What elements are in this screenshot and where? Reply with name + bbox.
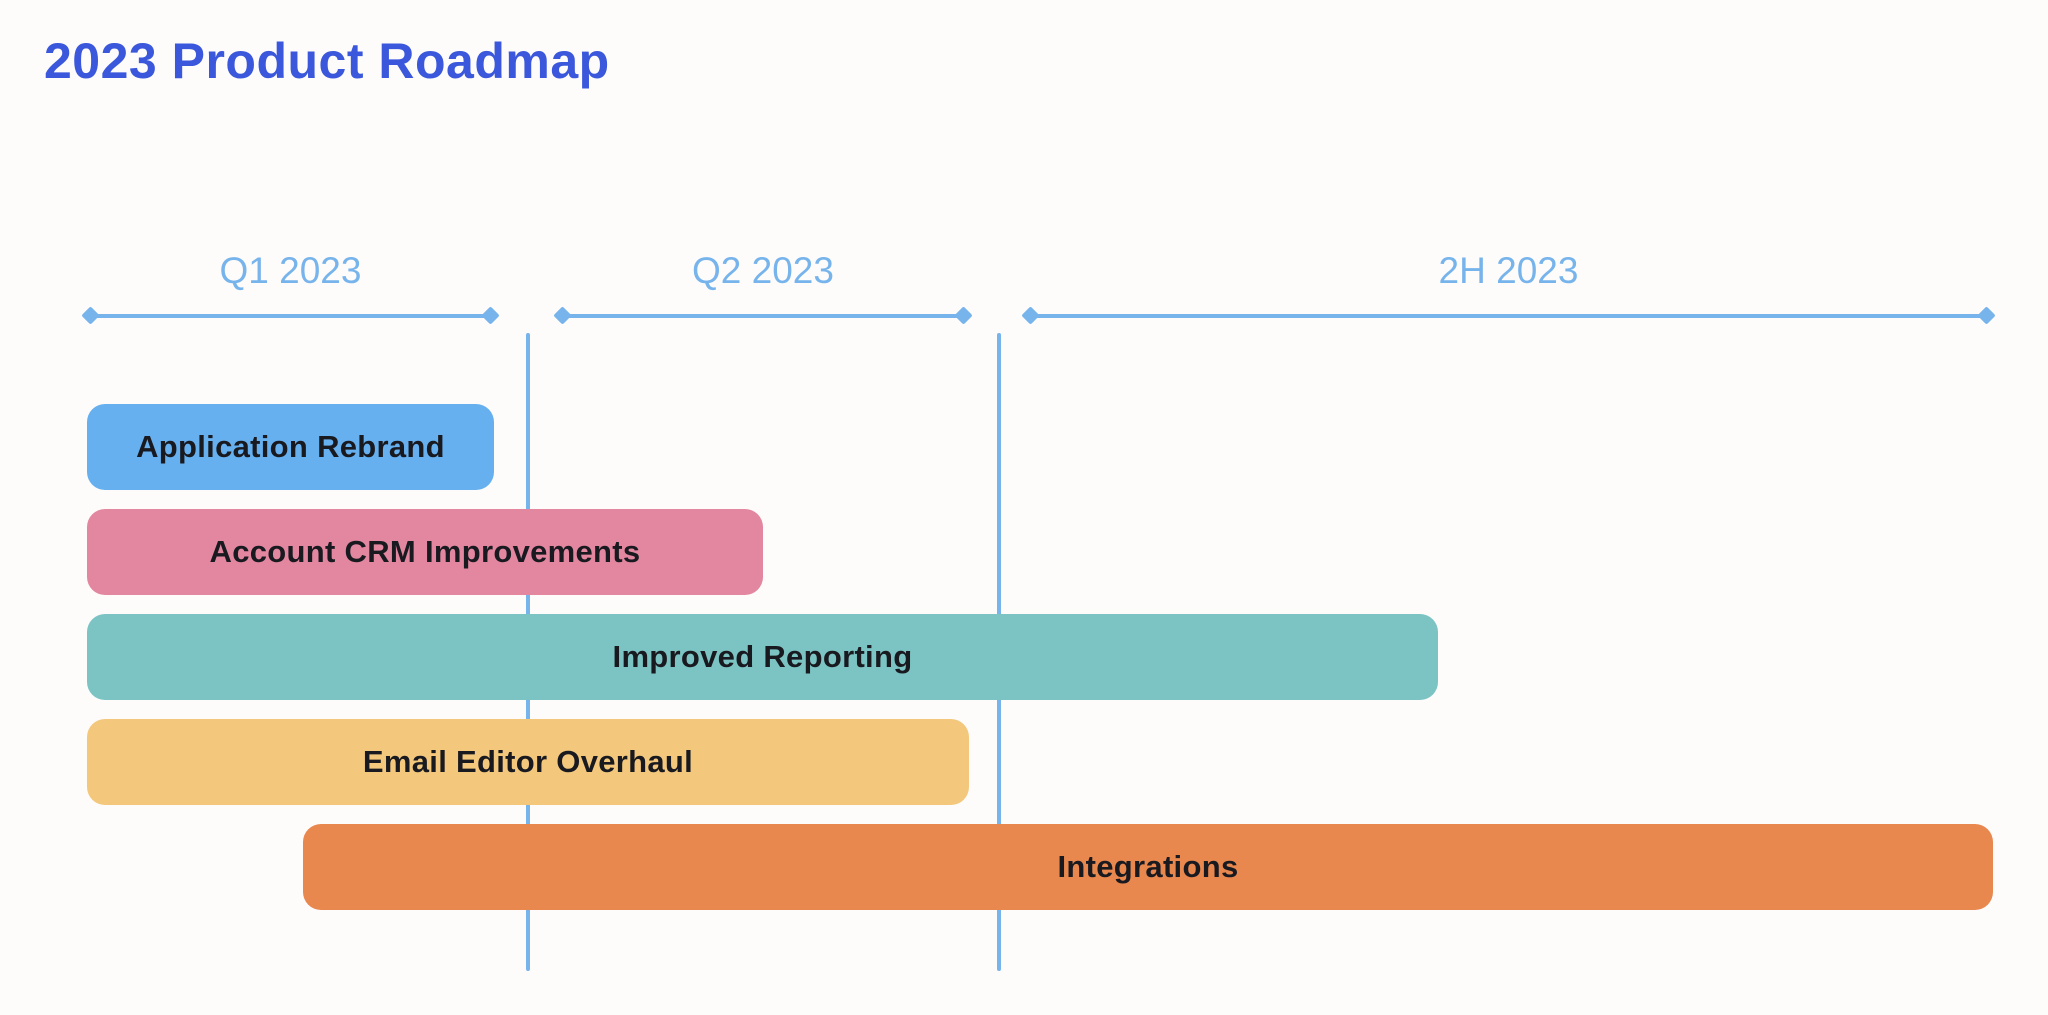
- diamond-endpoint-icon: [481, 306, 500, 325]
- task-bar-integrations: Integrations: [303, 824, 1993, 910]
- task-label: Integrations: [1057, 849, 1239, 884]
- timeline-arrow-2h: [1029, 314, 1988, 318]
- task-bar-account-crm-improvements: Account CRM Improvements: [87, 509, 763, 595]
- timeline-label-2h: 2H 2023: [1438, 250, 1579, 291]
- task-label: Account CRM Improvements: [209, 534, 641, 569]
- task-label: Application Rebrand: [136, 429, 445, 464]
- timeline-arrow-q2: [561, 314, 965, 318]
- timeline-arrow-q1: [89, 314, 492, 318]
- timeline-period-q2: Q2 2023: [553, 250, 973, 325]
- timeline-period-q1: Q1 2023: [81, 250, 500, 325]
- diamond-endpoint-icon: [553, 306, 572, 325]
- diamond-endpoint-icon: [954, 306, 973, 325]
- diamond-endpoint-icon: [1021, 306, 1040, 325]
- task-label: Email Editor Overhaul: [362, 744, 694, 779]
- task-bar-application-rebrand: Application Rebrand: [87, 404, 494, 490]
- diamond-endpoint-icon: [1977, 306, 1996, 325]
- task-bar-email-editor-overhaul: Email Editor Overhaul: [87, 719, 969, 805]
- timeline-period-2h: 2H 2023: [1021, 250, 1996, 325]
- timeline-label-q2: Q2 2023: [692, 250, 834, 291]
- diamond-endpoint-icon: [81, 306, 100, 325]
- page-title: 2023 Product Roadmap: [44, 33, 610, 89]
- task-bar-improved-reporting: Improved Reporting: [87, 614, 1438, 700]
- task-label: Improved Reporting: [612, 639, 913, 674]
- timeline-label-q1: Q1 2023: [219, 250, 362, 291]
